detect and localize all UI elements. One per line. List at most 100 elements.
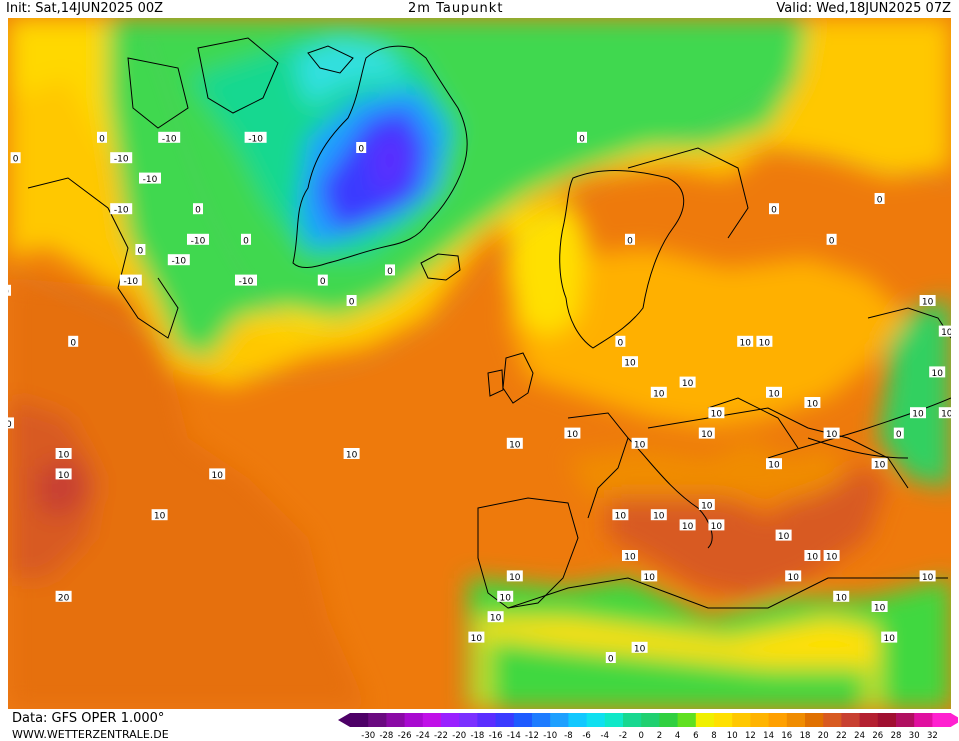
contour-label: 0 xyxy=(193,203,203,216)
scale-tick-label: -22 xyxy=(434,731,448,741)
contour-label: 10 xyxy=(343,448,360,461)
contour-label: -10 xyxy=(187,233,209,246)
svg-text:10: 10 xyxy=(759,338,771,348)
contour-label: 0 xyxy=(893,427,904,440)
svg-text:-10: -10 xyxy=(162,134,177,144)
contour-label: 10 xyxy=(506,570,523,583)
svg-text:0: 0 xyxy=(579,134,585,144)
scale-swatch xyxy=(677,713,697,727)
scale-swatch xyxy=(550,713,569,727)
scale-tick-label: -26 xyxy=(398,731,412,741)
scale-tick-label: 8 xyxy=(711,731,716,741)
scale-tick-label: 18 xyxy=(800,731,811,741)
svg-text:10: 10 xyxy=(826,553,838,563)
svg-text:10: 10 xyxy=(922,573,934,583)
scale-tick-label: -12 xyxy=(525,731,539,741)
contour-label: 0 xyxy=(625,233,635,246)
svg-text:-10: -10 xyxy=(171,257,186,267)
contour-label: 10 xyxy=(804,397,821,410)
contour-label: 0 xyxy=(10,152,21,165)
contour-label: 10 xyxy=(823,427,840,440)
contour-label: 10 xyxy=(929,366,946,379)
scale-swatch xyxy=(368,713,387,727)
scale-tick-label: -16 xyxy=(489,731,503,741)
scale-tick-label: -24 xyxy=(416,731,430,741)
scale-tick-label: -2 xyxy=(619,731,627,741)
scale-tick-label: 24 xyxy=(854,731,865,741)
svg-text:0: 0 xyxy=(358,145,364,155)
svg-text:10: 10 xyxy=(634,644,646,654)
scale-swatch xyxy=(732,713,751,727)
contour-label: 20 xyxy=(55,590,72,603)
site-url[interactable]: WWW.WETTERZENTRALE.DE xyxy=(12,728,169,741)
svg-text:10: 10 xyxy=(883,634,895,644)
svg-text:10: 10 xyxy=(509,573,521,583)
contour-label: 10 xyxy=(804,550,821,563)
contour-label: 0 xyxy=(826,233,837,246)
scale-tick-label: 2 xyxy=(657,731,662,741)
svg-text:0: 0 xyxy=(771,206,777,216)
contour-label: 10 xyxy=(919,570,936,583)
color-scale-bar xyxy=(338,713,958,727)
svg-text:10: 10 xyxy=(634,440,646,450)
svg-text:-10: -10 xyxy=(143,175,158,185)
scale-tick-label: -30 xyxy=(361,731,375,741)
scale-swatch xyxy=(768,713,788,727)
contour-label: 10 xyxy=(766,458,782,471)
svg-text:10: 10 xyxy=(807,553,819,563)
contour-label: 10 xyxy=(468,631,485,644)
contour-label: 10 xyxy=(679,376,696,389)
contour-label: 0 xyxy=(385,264,395,277)
svg-text:10: 10 xyxy=(931,369,943,379)
footer-bar: Data: GFS OPER 1.000° WWW.WETTERZENTRALE… xyxy=(0,709,959,741)
contour-label: 10 xyxy=(871,601,888,614)
svg-text:10: 10 xyxy=(778,532,790,542)
contour-label: 10 xyxy=(938,407,951,420)
scale-swatch xyxy=(659,713,679,727)
contour-label: 10 xyxy=(650,509,667,522)
scale-tick-label: 4 xyxy=(675,731,680,741)
contour-label: 10 xyxy=(497,590,514,603)
contour-label: 0 xyxy=(135,244,146,257)
svg-text:10: 10 xyxy=(701,502,713,512)
svg-text:10: 10 xyxy=(643,573,655,583)
scale-tick-label: -10 xyxy=(543,731,557,741)
contour-label: 10 xyxy=(833,590,850,603)
svg-text:10: 10 xyxy=(154,512,166,522)
contour-label: 10 xyxy=(55,468,72,481)
contour-label: 10 xyxy=(698,499,715,512)
svg-text:10: 10 xyxy=(922,298,934,308)
contour-label: 10 xyxy=(631,641,648,654)
scale-tick-label: 32 xyxy=(927,731,938,741)
scale-swatch xyxy=(877,713,897,727)
svg-text:10: 10 xyxy=(58,471,70,481)
scale-swatch xyxy=(568,713,588,727)
svg-text:0: 0 xyxy=(8,287,9,297)
contour-label: 10 xyxy=(756,335,773,348)
contour-label: 0 xyxy=(8,284,11,297)
svg-text:0: 0 xyxy=(349,298,355,308)
contour-label: 0 xyxy=(874,193,885,206)
scale-swatch xyxy=(896,713,915,727)
scale-swatch xyxy=(641,713,660,727)
svg-text:-10: -10 xyxy=(114,155,129,165)
scale-swatch xyxy=(586,713,606,727)
svg-text:10: 10 xyxy=(499,593,511,603)
contour-label: 0 xyxy=(346,295,357,308)
contour-label: 10 xyxy=(564,427,581,440)
svg-text:10: 10 xyxy=(807,400,819,410)
scale-swatch xyxy=(805,713,824,727)
contour-label: 10 xyxy=(766,386,782,399)
scale-swatch xyxy=(513,713,533,727)
svg-text:20: 20 xyxy=(58,593,70,603)
contour-label: 10 xyxy=(622,356,638,369)
svg-text:10: 10 xyxy=(509,440,521,450)
svg-text:10: 10 xyxy=(567,430,579,440)
contour-label: 10 xyxy=(679,519,696,532)
contour-label: -10 xyxy=(158,131,181,144)
svg-text:10: 10 xyxy=(58,451,70,461)
svg-text:10: 10 xyxy=(874,604,886,614)
contour-label: 0 xyxy=(97,131,107,144)
contour-label: -10 xyxy=(167,254,190,267)
svg-text:-10: -10 xyxy=(239,277,254,287)
